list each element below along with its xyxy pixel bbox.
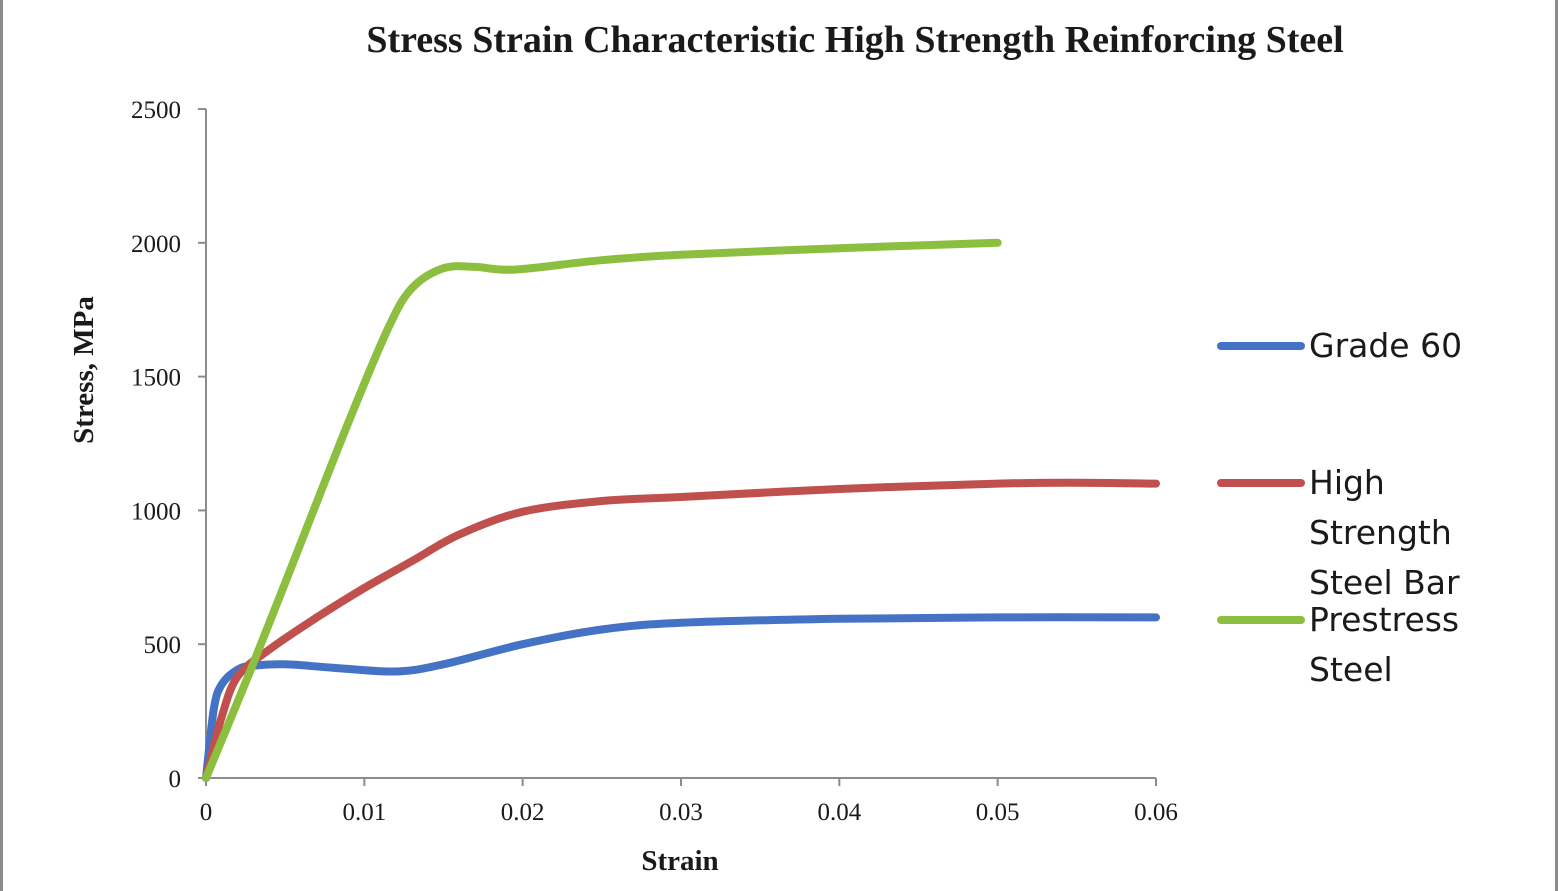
x-tick-label: 0.06 xyxy=(1134,799,1178,826)
series-line-prestress-steel xyxy=(202,238,1002,782)
legend-label-high-strength-steel-bar: Steel Bar xyxy=(1309,563,1460,602)
x-tick-label: 0.03 xyxy=(659,799,703,826)
chart-title: Stress Strain Characteristic High Streng… xyxy=(366,19,1343,61)
legend-label-prestress-steel: Steel xyxy=(1309,650,1393,689)
plot-area xyxy=(202,238,1160,782)
legend-label-grade-60: Grade 60 xyxy=(1309,326,1462,365)
x-tick-label: 0.05 xyxy=(976,799,1020,826)
y-tick-label: 500 xyxy=(144,632,182,659)
y-tick-label: 1000 xyxy=(131,498,181,525)
legend-label-high-strength-steel-bar: High xyxy=(1309,463,1385,502)
y-axis-label: Stress, MPa xyxy=(68,296,100,444)
series-line-grade-60 xyxy=(202,613,1160,782)
x-tick-label: 0.01 xyxy=(342,799,386,826)
x-tick-label: 0.02 xyxy=(501,799,545,826)
x-axis-label: Strain xyxy=(641,845,718,877)
y-tick-label: 2500 xyxy=(131,97,181,124)
y-tick-label: 1500 xyxy=(131,365,181,392)
legend-label-prestress-steel: Prestress xyxy=(1309,600,1459,639)
y-tick-label: 0 xyxy=(169,766,182,793)
y-tick-label: 2000 xyxy=(131,231,181,258)
x-tick-label: 0.04 xyxy=(817,799,861,826)
chart-canvas: Stress Strain Characteristic High Streng… xyxy=(68,19,1462,877)
series-line-high-strength-steel-bar xyxy=(202,478,1160,782)
legend-label-high-strength-steel-bar: Strength xyxy=(1309,513,1452,552)
axes: 0 500 1000 1500 2000 2500 0 0.01 0.02 0.03 0.04 0.0… xyxy=(131,97,1178,826)
x-tick-label: 0 xyxy=(200,799,213,826)
